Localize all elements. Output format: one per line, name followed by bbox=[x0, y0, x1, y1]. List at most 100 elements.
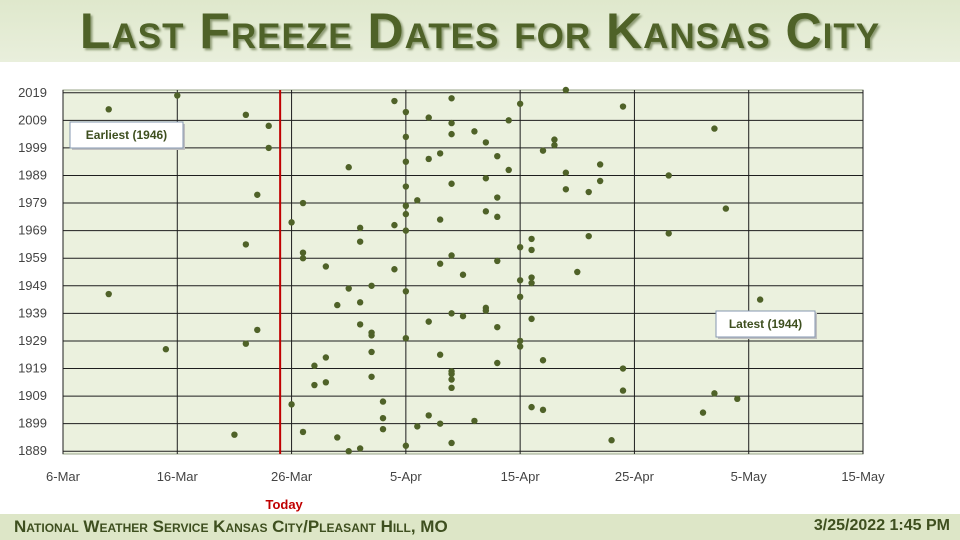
x-tick-label: 25-Apr bbox=[615, 469, 655, 484]
data-point bbox=[265, 144, 272, 152]
data-point bbox=[402, 210, 410, 218]
data-point bbox=[402, 442, 410, 449]
data-point bbox=[311, 381, 318, 389]
data-point bbox=[482, 307, 490, 314]
data-point bbox=[562, 169, 570, 176]
freeze-scatter-chart: 1889 1899 1909 1919 1929 1939 1949 1959 1969 1979… bbox=[18, 85, 885, 512]
y-tick-label: 1969 bbox=[18, 223, 47, 238]
data-point bbox=[482, 139, 490, 146]
data-point bbox=[402, 133, 410, 141]
data-point bbox=[368, 373, 375, 380]
data-point bbox=[391, 221, 398, 229]
data-point bbox=[242, 111, 250, 119]
data-point bbox=[539, 406, 547, 414]
data-point bbox=[436, 150, 444, 157]
data-point bbox=[619, 365, 627, 372]
data-point bbox=[402, 227, 410, 234]
data-point bbox=[379, 414, 387, 422]
title-bar: Last Freeze Dates for Kansas City bbox=[0, 0, 960, 62]
data-point bbox=[619, 387, 627, 394]
data-point bbox=[162, 346, 170, 353]
data-point bbox=[665, 172, 672, 179]
data-point bbox=[334, 434, 341, 441]
data-point bbox=[539, 357, 547, 364]
y-tick-label: 1909 bbox=[18, 388, 47, 403]
data-point bbox=[356, 299, 364, 306]
data-point bbox=[425, 155, 432, 163]
data-point bbox=[448, 384, 455, 392]
data-point bbox=[516, 343, 524, 350]
y-tick-label: 1919 bbox=[18, 361, 47, 376]
footer-office: National Weather Service Kansas City/Ple… bbox=[14, 517, 448, 536]
data-point bbox=[574, 268, 581, 276]
data-point bbox=[356, 224, 364, 232]
y-tick-label: 1989 bbox=[18, 167, 47, 182]
data-point bbox=[471, 417, 478, 425]
x-tick-label: 5-May bbox=[731, 469, 768, 484]
data-point bbox=[494, 213, 501, 221]
data-point bbox=[516, 337, 524, 345]
data-point bbox=[242, 340, 250, 347]
data-point bbox=[414, 423, 421, 430]
annotation-box bbox=[715, 310, 816, 338]
annotation-label: Latest (1944) bbox=[729, 317, 802, 331]
data-point bbox=[505, 166, 512, 174]
data-point bbox=[379, 398, 387, 405]
data-point bbox=[448, 95, 455, 102]
data-point bbox=[448, 180, 455, 187]
data-point bbox=[528, 315, 535, 323]
x-tick-label: 15-May bbox=[841, 469, 885, 484]
data-point bbox=[756, 296, 764, 303]
data-point bbox=[425, 318, 432, 325]
data-point bbox=[734, 395, 741, 403]
data-point bbox=[562, 86, 570, 94]
data-point bbox=[402, 334, 410, 342]
data-point bbox=[345, 285, 352, 292]
data-point bbox=[105, 106, 112, 113]
data-point bbox=[562, 186, 570, 193]
data-point bbox=[402, 202, 410, 210]
data-point bbox=[448, 439, 455, 447]
y-tick-label: 1999 bbox=[18, 140, 47, 155]
footer-timestamp: 3/25/2022 1:45 PM bbox=[813, 517, 950, 534]
data-point bbox=[528, 246, 535, 254]
data-point bbox=[619, 103, 627, 110]
data-point bbox=[585, 188, 592, 196]
data-point bbox=[402, 158, 410, 165]
data-point bbox=[368, 282, 375, 289]
data-point bbox=[448, 130, 455, 138]
data-point bbox=[402, 108, 410, 116]
data-point bbox=[368, 332, 375, 339]
y-tick-label: 1889 bbox=[18, 443, 47, 458]
data-point bbox=[368, 348, 375, 356]
data-point bbox=[471, 128, 478, 135]
data-point bbox=[254, 326, 261, 334]
y-tick-label: 2009 bbox=[18, 112, 47, 127]
data-point bbox=[494, 194, 501, 201]
x-tick-label: 5-Apr bbox=[390, 469, 422, 484]
data-point bbox=[448, 376, 455, 383]
data-point bbox=[414, 197, 421, 204]
data-point bbox=[425, 412, 432, 419]
data-point bbox=[299, 249, 307, 256]
data-point bbox=[288, 401, 295, 408]
data-point bbox=[505, 117, 512, 124]
data-point bbox=[265, 122, 272, 130]
data-point bbox=[494, 359, 501, 367]
data-point bbox=[596, 177, 604, 185]
y-tick-label: 2019 bbox=[18, 85, 47, 100]
data-point bbox=[516, 243, 524, 251]
data-point bbox=[551, 141, 558, 149]
data-point bbox=[345, 164, 352, 171]
data-point bbox=[436, 351, 444, 358]
data-point bbox=[494, 323, 501, 331]
annotation-label: Earliest (1946) bbox=[86, 128, 167, 142]
x-tick-label: 16-Mar bbox=[157, 469, 199, 484]
x-tick-label: 26-Mar bbox=[271, 469, 313, 484]
data-point bbox=[345, 448, 352, 455]
data-point bbox=[608, 437, 615, 444]
data-point bbox=[288, 219, 295, 226]
data-point bbox=[425, 114, 432, 121]
data-point bbox=[231, 431, 238, 438]
footer-bar: National Weather Service Kansas City/Ple… bbox=[0, 514, 960, 540]
